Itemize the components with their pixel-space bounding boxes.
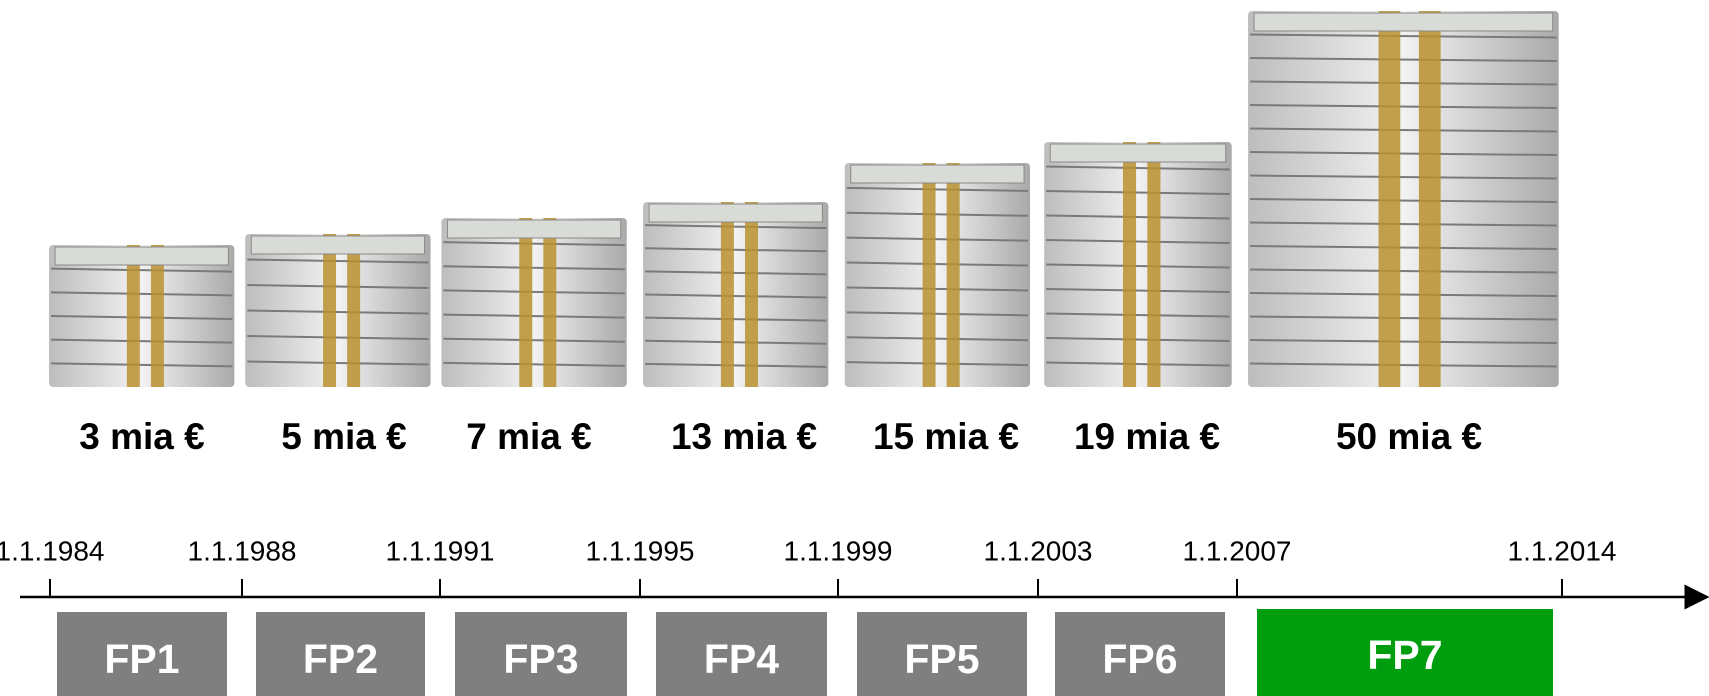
amount-label: 50 mia € <box>1336 416 1482 457</box>
money-stack <box>49 245 234 387</box>
date-label: 1.1.1999 <box>784 535 893 566</box>
bill-band <box>151 245 164 387</box>
date-label: 1.1.2003 <box>984 535 1093 566</box>
amount-label: 19 mia € <box>1074 416 1220 457</box>
bill-band <box>519 218 532 387</box>
bill-band <box>1123 142 1136 387</box>
money-stack <box>441 218 626 387</box>
programme-label: FP7 <box>1367 632 1442 678</box>
bill-band <box>721 202 734 387</box>
bill-band <box>1147 142 1160 387</box>
programme-label: FP3 <box>503 636 578 682</box>
bill-band <box>1419 11 1441 387</box>
bill-face <box>1050 144 1225 162</box>
programme-label: FP6 <box>1102 636 1177 682</box>
bill-band <box>127 245 140 387</box>
slide: 3 mia € 5 mia € 7 mia € 13 mia € 15 mia € 19 … <box>0 0 1709 696</box>
bill-face <box>55 247 228 265</box>
programme-label: FP1 <box>104 636 179 682</box>
money-stack <box>1044 142 1231 387</box>
money-stack <box>845 163 1030 387</box>
bill-band <box>947 163 960 387</box>
programme-label: FP4 <box>704 636 779 682</box>
bill-face <box>649 204 822 222</box>
programme-label: FP2 <box>303 636 378 682</box>
amount-label: 15 mia € <box>873 416 1019 457</box>
amount-label: 7 mia € <box>466 416 591 457</box>
date-label: 1.1.1988 <box>188 535 297 566</box>
bill-band <box>923 163 936 387</box>
bill-band <box>745 202 758 387</box>
date-label: 1.1.1984 <box>0 535 105 566</box>
bill-band <box>1379 11 1401 387</box>
bill-face <box>851 165 1024 183</box>
stack-body <box>845 163 1030 387</box>
date-label: 1.1.1995 <box>586 535 695 566</box>
bill-face <box>1254 13 1553 31</box>
money-stack <box>245 234 430 387</box>
money-stack <box>1248 11 1559 387</box>
date-label: 1.1.2014 <box>1508 535 1617 566</box>
amount-label: 5 mia € <box>281 416 406 457</box>
bill-face <box>447 220 620 238</box>
programme-label: FP5 <box>904 636 979 682</box>
money-stacks <box>49 11 1559 387</box>
date-label: 1.1.1991 <box>386 535 495 566</box>
amount-label: 13 mia € <box>671 416 817 457</box>
bill-face <box>251 236 424 254</box>
bill-band <box>543 218 556 387</box>
bill-band <box>323 234 336 387</box>
date-label: 1.1.2007 <box>1183 535 1292 566</box>
money-stack <box>643 202 828 387</box>
amount-label: 3 mia € <box>79 416 204 457</box>
bill-band <box>347 234 360 387</box>
